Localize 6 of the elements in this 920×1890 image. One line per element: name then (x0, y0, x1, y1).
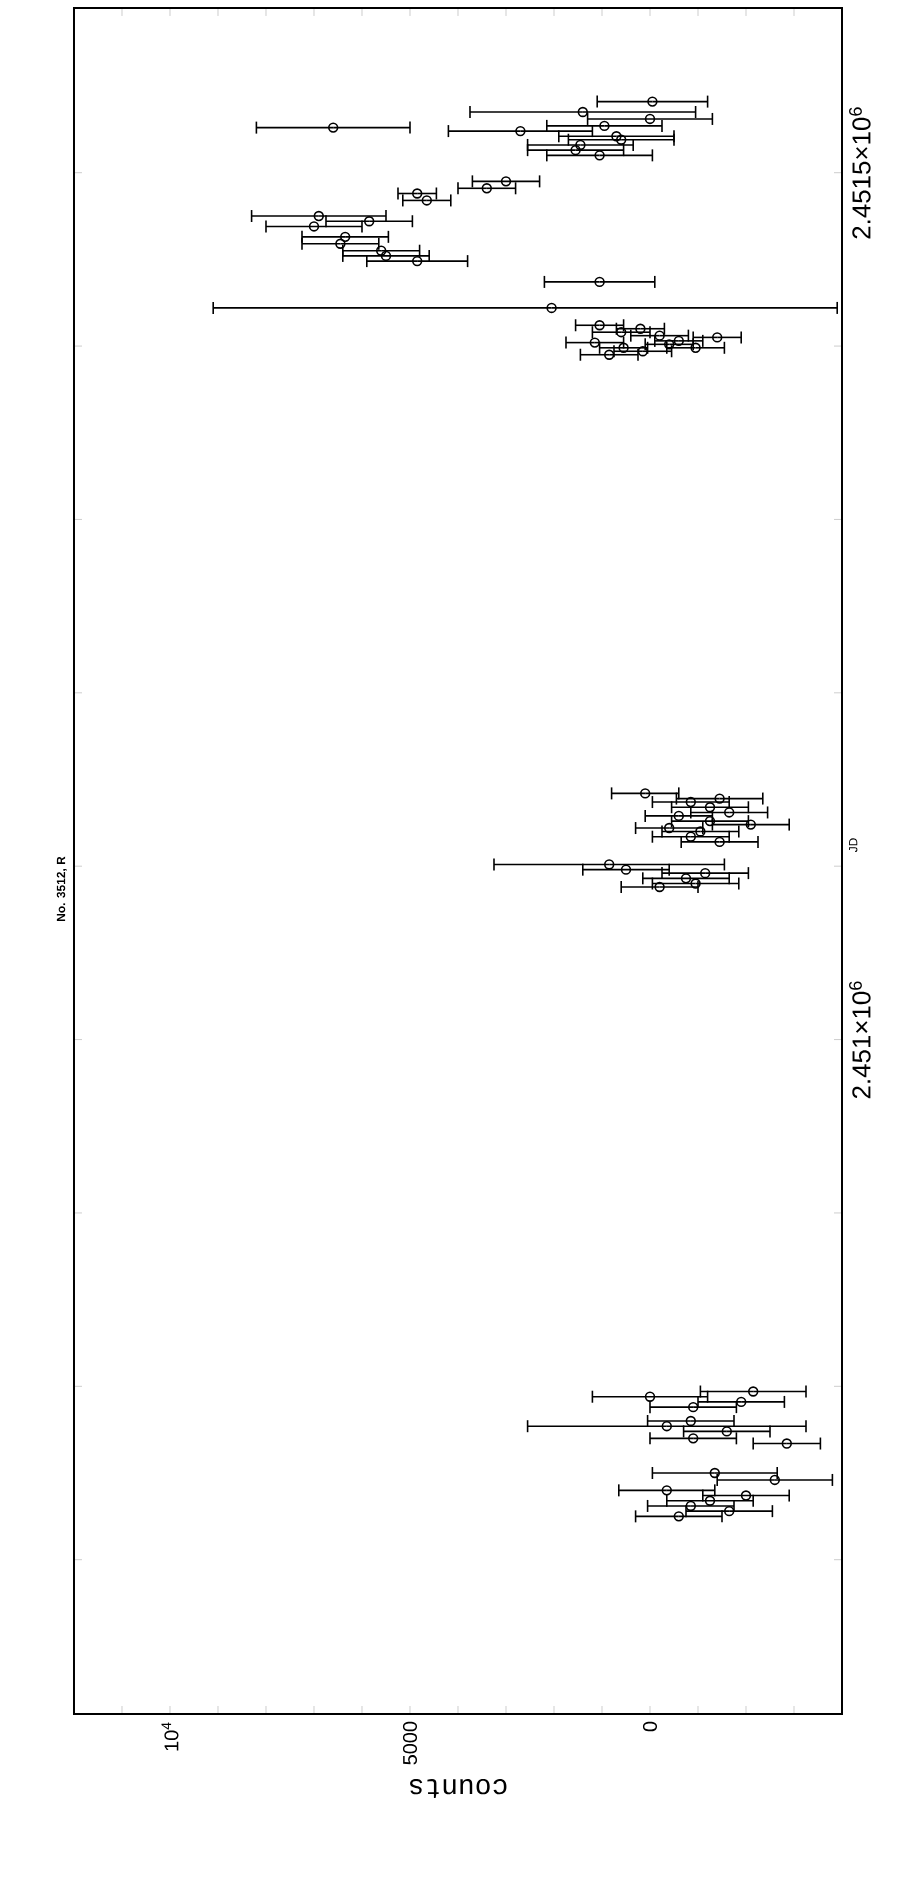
x-tick-label: 0 (642, 1721, 658, 1732)
x-tick-label: 10$^{4}$ (161, 1722, 179, 1751)
x-axis-title: counts (410, 1779, 507, 1798)
x-tick-label: 5000 (402, 1721, 418, 1765)
y-tick-label: 2.4515×10$^{6}$ (849, 107, 871, 239)
y-tick-label: 2.451×10$^{6}$ (849, 981, 871, 1099)
